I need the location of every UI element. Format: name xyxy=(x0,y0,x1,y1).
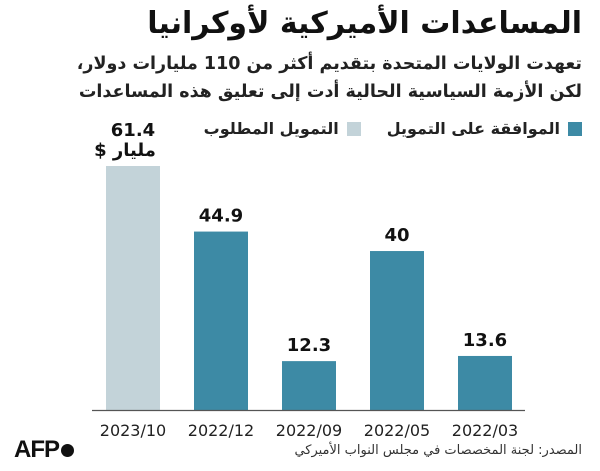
bar-2023-10 xyxy=(106,166,160,410)
subtitle-line-1: تعهدت الولايات المتحدة بتقديم أكثر من 11… xyxy=(76,54,582,74)
legend-item-approved: الموافقة على التمويل xyxy=(387,119,582,138)
legend-item-requested: التمويل المطلوب xyxy=(204,119,361,138)
bar-2022-09 xyxy=(282,361,336,410)
value-label-2022-03: 13.6 xyxy=(463,330,507,351)
afp-logo: AFP xyxy=(14,436,74,464)
legend-label-approved: الموافقة على التمويل xyxy=(386,119,560,138)
legend: الموافقة على التمويل التمويل المطلوب xyxy=(204,119,582,138)
bar-2022-05 xyxy=(370,251,424,410)
x-tick-label: 2022/03 xyxy=(452,421,518,440)
unit-label: مليار $ xyxy=(94,140,156,161)
bar-2022-12 xyxy=(194,231,248,410)
value-label-2023-10: 61.4 xyxy=(111,120,155,141)
value-label-2022-12: 44.9 xyxy=(199,206,243,227)
x-tick-label: 2023/10 xyxy=(100,421,166,440)
afp-logo-text: AFP xyxy=(14,436,60,463)
legend-label-requested: التمويل المطلوب xyxy=(203,119,339,138)
legend-swatch-requested xyxy=(346,121,361,136)
bar-2022-03 xyxy=(458,355,512,410)
chart-title: المساعدات الأميركية لأوكرانيا xyxy=(147,6,582,41)
subtitle-line-2: لكن الأزمة السياسية الحالية أدت إلى تعلي… xyxy=(78,82,582,102)
x-tick-label: 2022/12 xyxy=(188,421,254,440)
afp-logo-dot-icon xyxy=(61,443,74,457)
source-note: المصدر: لجنة المخصصات في مجلس النواب الأ… xyxy=(294,443,582,458)
legend-swatch-approved xyxy=(568,121,582,136)
value-label-2022-09: 12.3 xyxy=(287,335,331,356)
value-label-2022-05: 40 xyxy=(384,225,409,246)
chart-subtitle: تعهدت الولايات المتحدة بتقديم أكثر من 11… xyxy=(77,50,582,106)
x-tick-label: 2022/09 xyxy=(276,421,342,440)
x-tick-label: 2022/05 xyxy=(364,421,430,440)
